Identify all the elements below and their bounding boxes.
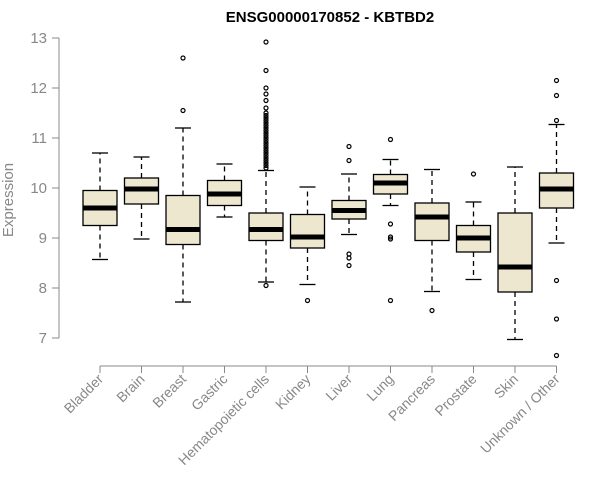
outlier-point [553,92,560,99]
outlier-point [263,120,269,126]
outlier-point [263,130,269,136]
box-gastric [206,163,243,218]
outlier-point [263,155,269,161]
chart-title: ENSG00000170852 - KBTBD2 [226,9,434,26]
outlier-point [263,105,269,111]
y-tick-label: 10 [30,180,47,197]
outlier-point [346,262,352,269]
outlier-point [346,157,352,164]
outlier-point [263,160,269,166]
outlier-point [263,122,269,129]
outlier-point [263,152,269,159]
y-tick-label: 9 [39,230,47,247]
x-tick-label: Prostate [431,371,479,419]
box-brain [123,156,160,240]
outlier-point [387,136,394,143]
outlier-point [263,140,269,146]
outlier-point [346,255,352,261]
outlier-point [553,277,560,284]
outlier-point [263,142,269,149]
plot-area [82,39,575,359]
outlier-point [304,297,311,304]
outlier-point [429,307,435,314]
outlier-point [263,135,269,141]
box-skin [497,166,533,341]
box-unknown-other [538,77,575,359]
x-tick-label: Lung [363,371,396,404]
outlier-point [263,91,269,97]
outlier-point [553,352,560,359]
outlier-point [263,97,269,104]
outlier-point [263,112,269,119]
box-breast [165,55,201,303]
outlier-point [387,234,394,240]
outlier-point [263,137,269,144]
y-tick-label: 11 [31,130,47,147]
outlier-point [263,282,269,289]
outlier-point [263,127,269,134]
outlier-point [180,55,186,61]
outlier-point [263,147,269,154]
outlier-point [553,77,560,84]
y-tick-label: 12 [30,80,47,97]
box-prostate [455,171,492,281]
outlier-point [263,125,269,131]
box-pancreas [414,168,450,314]
x-tick-label: Brain [113,371,147,405]
outlier-point [263,39,269,45]
outlier-point [553,316,560,322]
outlier-point [263,115,269,121]
outlier-point [346,251,352,257]
outlier-point [263,162,269,169]
outlier-point [263,67,269,74]
outlier-point [346,143,352,150]
outlier-point [263,110,269,116]
y-tick-label: 7 [39,330,47,347]
y-tick-label: 8 [39,280,47,297]
outlier-point [263,157,269,164]
box-liver [331,143,367,269]
y-axis-label: Expression [0,163,17,237]
outlier-point [263,85,269,91]
box-bladder [82,152,118,261]
x-tick-label: Skin [491,371,522,402]
box-iqr [414,202,450,242]
outlier-point [387,221,394,227]
x-tick-label: Breast [149,371,189,411]
x-tick-label: Liver [322,371,355,404]
outlier-point [470,171,477,177]
box-hematopoietic-cells [248,39,284,289]
box-kidney [289,186,326,304]
outlier-point [263,165,269,171]
x-tick-label: Unknown / Other [477,371,563,457]
outlier-point [263,145,269,151]
y-tick-label: 13 [30,30,47,47]
outlier-point [553,117,560,124]
outlier-point [180,107,186,114]
outlier-point [263,150,269,156]
x-tick-label: Kidney [272,371,314,413]
box-iqr [497,212,533,293]
outlier-point [263,117,269,124]
box-iqr [165,194,201,246]
outlier-point [387,297,394,304]
box-lung [372,136,409,304]
x-tick-label: Bladder [61,371,107,417]
outlier-point [263,132,269,139]
box-iqr [248,212,284,242]
box-iqr [289,213,326,249]
outlier-point [387,236,394,242]
